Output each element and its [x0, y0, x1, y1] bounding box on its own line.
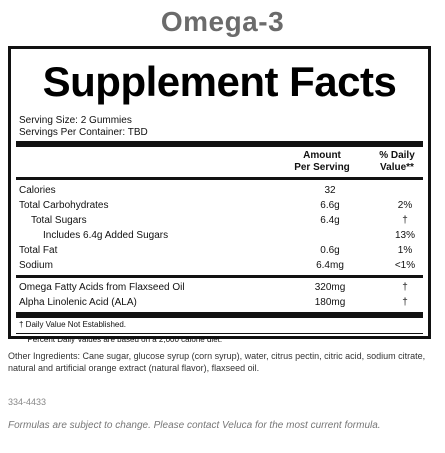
servings-per-container: Servings Per Container: TBD: [19, 127, 148, 138]
disclaimer: Formulas are subject to change. Please c…: [8, 420, 381, 431]
note-percent-dv: ** Percent Daily Values are based on a 2…: [19, 335, 223, 344]
nutrient-row: Total Carbohydrates 6.6g 2%: [19, 200, 413, 211]
other-ingredients: Other Ingredients: Cane sugar, glucose s…: [8, 351, 426, 373]
product-title: Omega-3: [160, 6, 285, 37]
serving-size: Serving Size: 2 Gummies: [19, 115, 132, 126]
nutrient-row: Total Fat 0.6g 1%: [19, 245, 413, 256]
panel-heading: Supplement Facts: [42, 58, 397, 105]
divider-mid: [16, 177, 423, 180]
nutrient-row: Total Sugars 6.4g †: [31, 215, 408, 226]
product-code: 334-4433: [8, 397, 47, 407]
nutrient-row: Calories 32: [19, 185, 336, 196]
nutrient-row: Sodium 6.4mg <1%: [19, 260, 416, 271]
column-header-amount: Amount Per Serving: [294, 150, 350, 173]
supplement-facts-panel: Supplement Facts Serving Size: 2 Gummies…: [8, 46, 431, 344]
nutrient-row: Omega Fatty Acids from Flaxseed Oil 320m…: [19, 282, 408, 293]
nutrient-row: Includes 6.4g Added Sugars 13%: [43, 230, 415, 241]
note-dagger: † Daily Value Not Established.: [19, 320, 127, 329]
divider-thin: [16, 333, 423, 334]
divider-thick: [16, 141, 423, 147]
column-header-daily-value: % Daily Value**: [379, 150, 415, 173]
divider-thick: [16, 312, 423, 318]
nutrient-row: Alpha Linolenic Acid (ALA) 180mg †: [19, 297, 408, 308]
divider-mid: [16, 275, 423, 278]
